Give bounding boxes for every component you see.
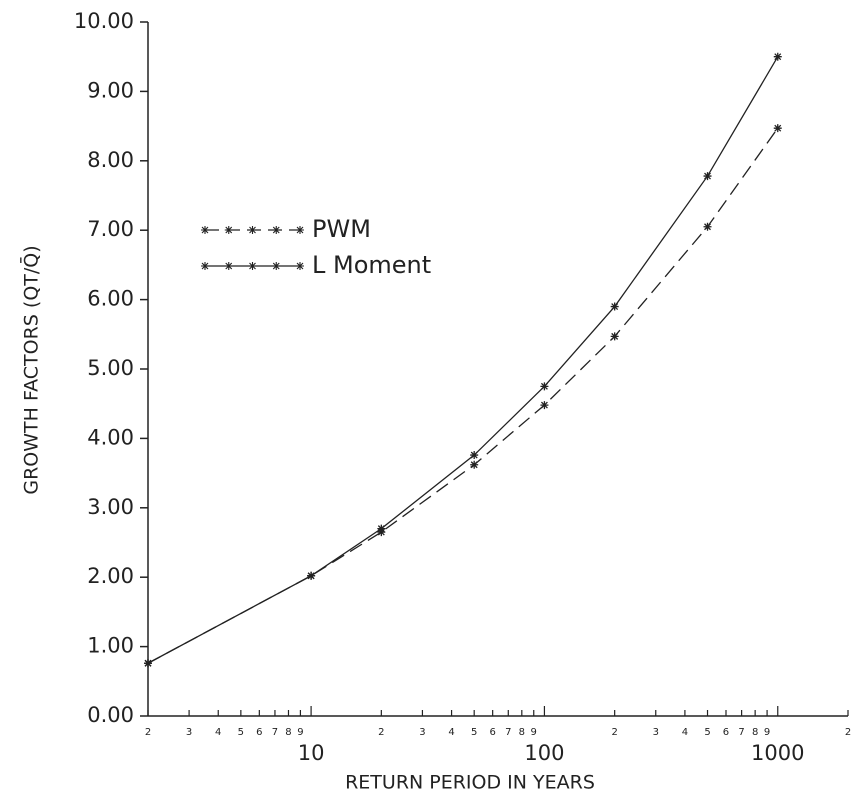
x-tick-label: 4	[215, 727, 221, 738]
data-point	[703, 172, 712, 181]
x-tick-label: 5	[471, 727, 477, 738]
x-tick-label: 8	[752, 727, 758, 738]
series-line	[147, 127, 779, 664]
x-tick-label: 3	[186, 727, 192, 738]
legend-marker	[272, 262, 281, 270]
legend-marker	[296, 226, 304, 234]
y-tick-label: 5.00	[87, 356, 134, 380]
legend-marker	[296, 262, 304, 270]
legend-marker	[248, 226, 257, 234]
y-axis-label: GROWTH FACTORS (QT/Q̄)	[18, 245, 42, 494]
data-point	[773, 52, 782, 61]
x-tick-label: 6	[489, 727, 495, 738]
y-tick-label: 1.00	[87, 634, 134, 658]
series-line	[147, 56, 779, 664]
x-axis-label: RETURN PERIOD IN YEARS	[345, 772, 595, 794]
data-point	[610, 332, 619, 341]
x-tick-label: 6	[256, 727, 262, 738]
x-tick-label: 4	[682, 727, 688, 738]
legend-marker	[248, 262, 257, 270]
data-point	[377, 524, 386, 533]
x-tick-label: 7	[272, 727, 278, 738]
x-tick-label: 7	[738, 727, 744, 738]
legend-marker	[272, 226, 281, 234]
x-tick-label: 7	[505, 727, 511, 738]
x-tick-label: 5	[704, 727, 710, 738]
x-tick-label: 2	[378, 727, 384, 738]
y-tick-label: 7.00	[87, 217, 134, 241]
x-tick-label: 1000	[751, 741, 804, 765]
legend-marker	[201, 226, 209, 234]
x-tick-label: 2	[145, 727, 151, 738]
data-point	[470, 460, 479, 469]
data-point	[307, 571, 316, 580]
data-point	[540, 401, 549, 410]
y-tick-label: 6.00	[87, 287, 134, 311]
x-tick-label: 8	[285, 727, 291, 738]
y-tick-label: 0.00	[87, 703, 134, 727]
x-tick-label: 5	[238, 727, 244, 738]
x-tick-label: 100	[524, 741, 564, 765]
y-tick-label: 10.00	[74, 9, 134, 33]
x-tick-label: 9	[531, 727, 537, 738]
data-point	[144, 659, 152, 668]
data-point	[470, 451, 479, 460]
x-tick-label: 2	[845, 727, 851, 738]
data-point	[610, 302, 619, 311]
x-tick-label: 8	[519, 727, 525, 738]
y-tick-label: 9.00	[87, 78, 134, 102]
x-tick-label: 9	[764, 727, 770, 738]
x-tick-label: 6	[723, 727, 729, 738]
y-tick-label: 3.00	[87, 495, 134, 519]
data-point	[540, 382, 549, 391]
y-tick-label: 8.00	[87, 148, 134, 172]
x-tick-label: 3	[653, 727, 659, 738]
legend-marker	[224, 262, 233, 270]
x-tick-label: 10	[298, 741, 325, 765]
data-point	[703, 222, 712, 231]
y-tick-label: 2.00	[87, 564, 134, 588]
legend-label: PWM	[312, 215, 371, 243]
x-tick-label: 4	[448, 727, 454, 738]
x-tick-label: 3	[419, 727, 425, 738]
y-tick-label: 4.00	[87, 425, 134, 449]
legend-marker	[201, 262, 209, 270]
x-tick-label: 9	[297, 727, 303, 738]
legend-marker	[224, 226, 233, 234]
legend-label: L Moment	[312, 251, 431, 279]
x-tick-label: 2	[611, 727, 617, 738]
data-point	[773, 124, 782, 133]
